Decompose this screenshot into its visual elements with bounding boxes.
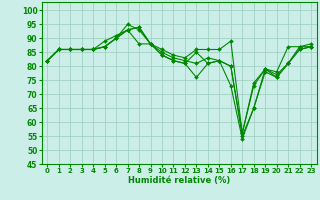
X-axis label: Humidité relative (%): Humidité relative (%) <box>128 176 230 185</box>
